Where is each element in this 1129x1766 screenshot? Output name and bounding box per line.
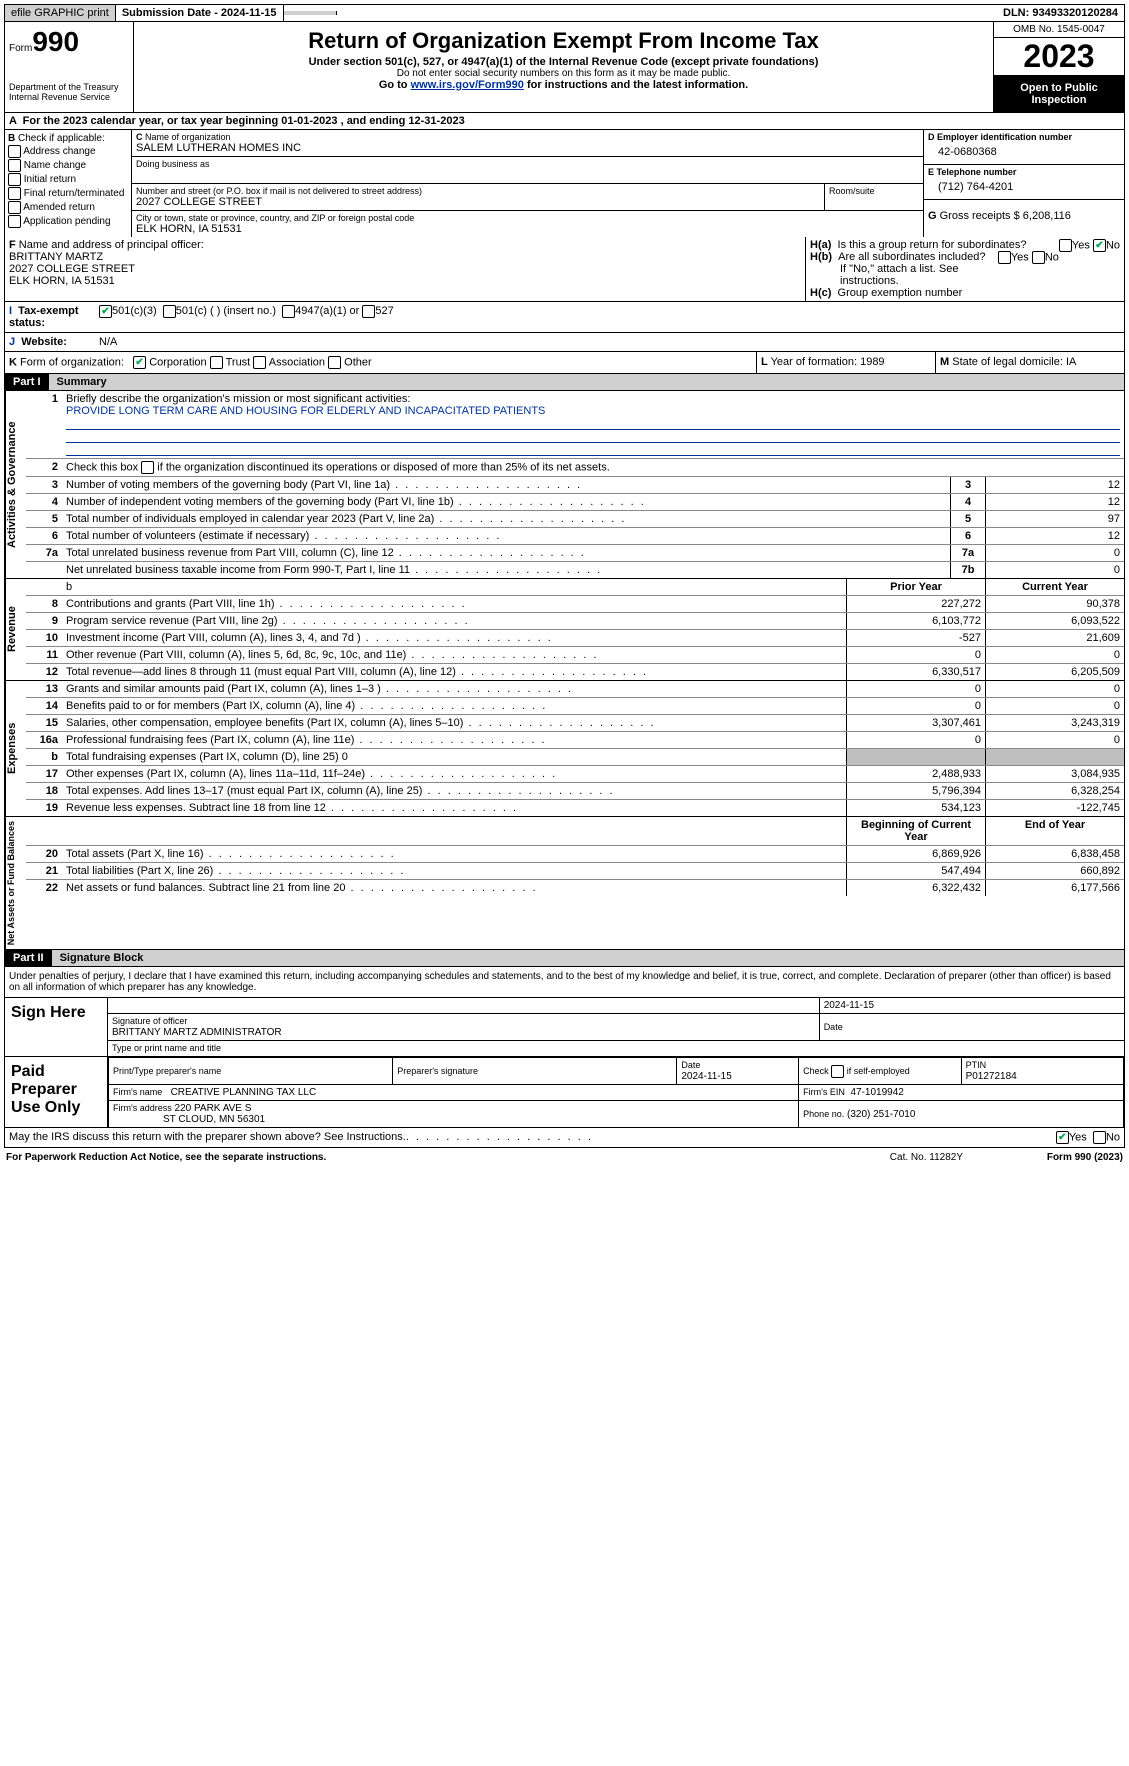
firm-ein: 47-1019942 [850,1087,903,1098]
app-pending-checkbox[interactable] [8,215,21,228]
mission-text: PROVIDE LONG TERM CARE AND HOUSING FOR E… [66,405,545,417]
discuss-no-checkbox[interactable] [1093,1131,1106,1144]
irs-link[interactable]: www.irs.gov/Form990 [411,79,524,91]
instructions-link-row: Go to www.irs.gov/Form990 for instructio… [138,79,989,91]
amended-return-checkbox[interactable] [8,201,21,214]
officer-signature: BRITTANY MARTZ ADMINISTRATOR [112,1027,282,1038]
part2-header: Part IISignature Block [4,950,1125,967]
header-grid: B Check if applicable: Address change Na… [4,130,1125,237]
blank-button[interactable] [284,11,337,15]
box-d-e-g: D Employer identification number 42-0680… [923,130,1124,237]
527-checkbox[interactable] [362,305,375,318]
tax-year: 2023 [994,38,1124,76]
firm-name: CREATIVE PLANNING TAX LLC [171,1087,317,1098]
website-row: J Website: N/A [4,333,1125,352]
website-value: N/A [99,336,117,348]
sign-here-block: Sign Here 2024-11-15 Signature of office… [4,998,1125,1057]
name-change-checkbox[interactable] [8,159,21,172]
omb-number: OMB No. 1545-0047 [994,22,1124,38]
other-checkbox[interactable] [328,356,341,369]
ssn-warning: Do not enter social security numbers on … [138,68,989,79]
firm-phone: (320) 251-7010 [847,1109,915,1120]
line-a-tax-year: A For the 2023 calendar year, or tax yea… [4,113,1125,130]
4947-checkbox[interactable] [282,305,295,318]
net-assets-section: Net Assets or Fund Balances Beginning of… [4,817,1125,950]
open-to-public: Open to Public Inspection [994,76,1124,112]
city-state-zip: ELK HORN, IA 51531 [136,223,919,235]
self-employed-checkbox[interactable] [831,1065,844,1078]
subtitle-section: Under section 501(c), 527, or 4947(a)(1)… [138,56,989,68]
discontinued-checkbox[interactable] [141,461,154,474]
treasury-dept: Department of the Treasury Internal Reve… [9,82,129,102]
ein: 42-0680368 [928,142,1120,162]
street-address: 2027 COLLEGE STREET [136,196,820,208]
box-b: B Check if applicable: Address change Na… [5,130,132,237]
discuss-yes-checkbox[interactable] [1056,1131,1069,1144]
top-bar: efile GRAPHIC print Submission Date - 20… [4,4,1125,22]
paid-preparer-block: Paid Preparer Use Only Print/Type prepar… [4,1057,1125,1128]
year-formation: 1989 [860,356,884,368]
assoc-checkbox[interactable] [253,356,266,369]
expenses-section: Expenses 13Grants and similar amounts pa… [4,681,1125,817]
org-name: SALEM LUTHERAN HOMES INC [136,142,919,154]
row-f-h: F Name and address of principal officer:… [4,237,1125,302]
dln: DLN: 93493320120284 [997,5,1124,21]
hb-no-checkbox[interactable] [1032,251,1045,264]
box-c: C Name of organization SALEM LUTHERAN HO… [132,130,923,237]
trust-checkbox[interactable] [210,356,223,369]
submission-date: Submission Date - 2024-11-15 [116,5,284,21]
penalty-statement: Under penalties of perjury, I declare th… [4,967,1125,998]
initial-return-checkbox[interactable] [8,173,21,186]
tax-exempt-status: I Tax-exempt status: 501(c)(3) 501(c) ( … [4,302,1125,333]
part1-header: Part ISummary [4,374,1125,391]
ha-yes-checkbox[interactable] [1059,239,1072,252]
k-l-m-row: K Form of organization: Corporation Trus… [4,352,1125,374]
gross-receipts: 6,208,116 [1023,210,1071,222]
discuss-row: May the IRS discuss this return with the… [4,1128,1125,1148]
addr-change-checkbox[interactable] [8,145,21,158]
final-return-checkbox[interactable] [8,187,21,200]
ha-no-checkbox[interactable] [1093,239,1106,252]
activities-governance-section: Activities & Governance 1 Briefly descri… [4,391,1125,579]
501c3-checkbox[interactable] [99,305,112,318]
501c-checkbox[interactable] [163,305,176,318]
form-header: Form990 Department of the Treasury Inter… [4,22,1125,113]
revenue-section: Revenue bPrior YearCurrent Year 8Contrib… [4,579,1125,681]
officer-name: BRITTANY MARTZ [9,251,103,263]
form-number: Form990 [9,26,129,58]
page-footer: For Paperwork Reduction Act Notice, see … [4,1148,1125,1167]
state-domicile: IA [1066,356,1076,368]
hb-yes-checkbox[interactable] [998,251,1011,264]
ptin: P01272184 [966,1071,1017,1082]
corp-checkbox[interactable] [133,356,146,369]
telephone: (712) 764-4201 [928,177,1120,197]
form-title: Return of Organization Exempt From Incom… [138,28,989,54]
efile-print-button[interactable]: efile GRAPHIC print [5,5,116,21]
